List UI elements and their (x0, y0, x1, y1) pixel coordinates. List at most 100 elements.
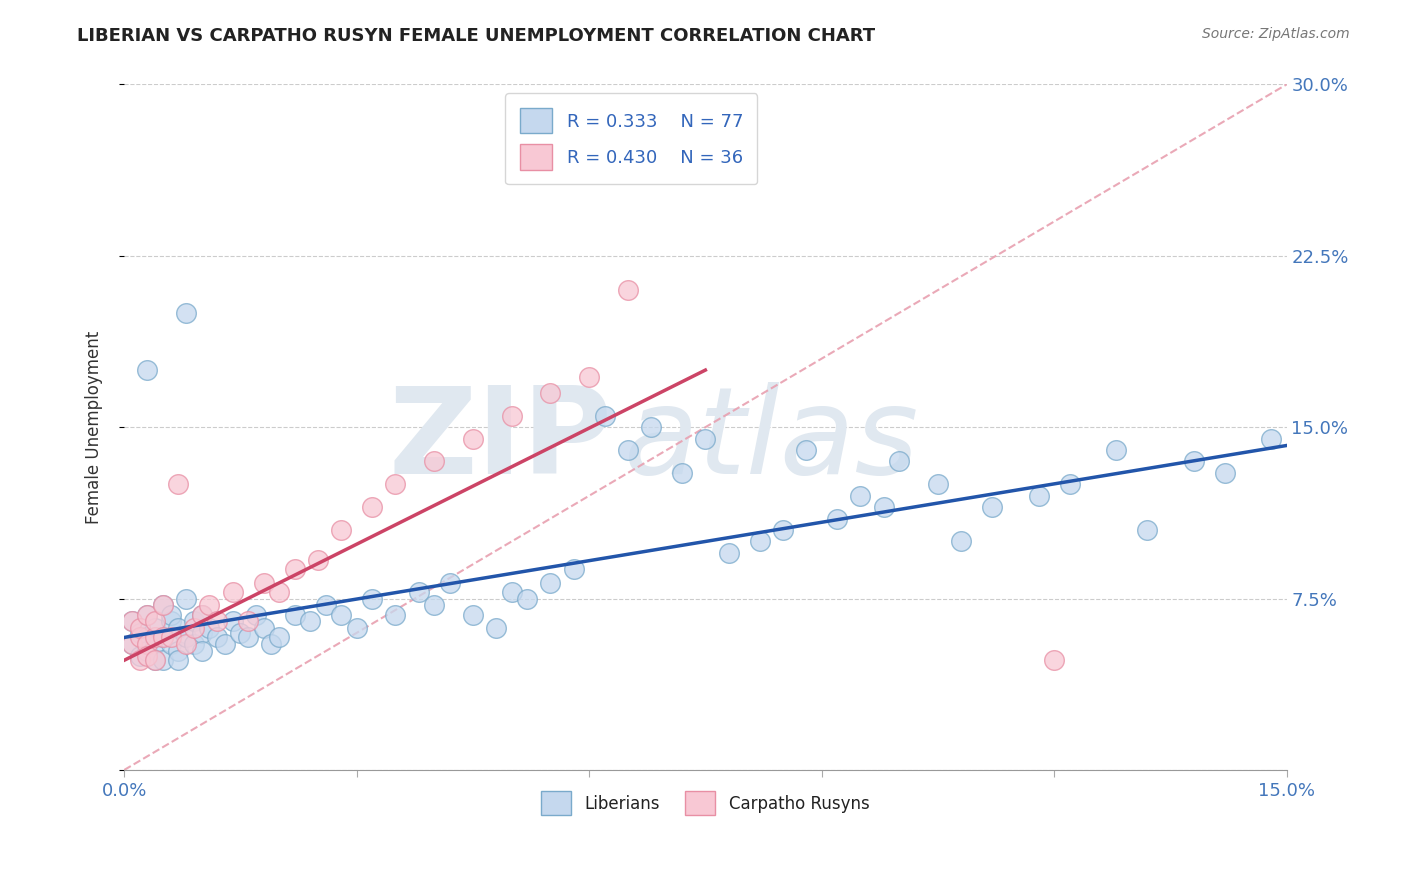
Point (198, 621, 221, 635)
Point (183, 615, 205, 629)
Point (501, 584, 523, 599)
Point (384, 477, 406, 491)
Point (1260, 432, 1282, 446)
Point (849, 489, 872, 503)
Point (299, 615, 322, 629)
Text: atlas: atlas (624, 383, 920, 500)
Legend: Liberians, Carpatho Rusyns: Liberians, Carpatho Rusyns (533, 783, 877, 823)
Point (214, 637, 236, 651)
Point (143, 615, 166, 629)
Point (190, 626, 212, 640)
Point (1105, 443, 1128, 458)
Point (423, 599, 446, 613)
Point (1059, 477, 1081, 491)
Point (159, 637, 181, 651)
Point (167, 653, 190, 667)
Point (236, 615, 259, 629)
Point (927, 477, 949, 491)
Point (143, 653, 166, 667)
Point (593, 409, 616, 423)
Point (423, 454, 446, 468)
Point (269, 584, 291, 599)
Point (315, 599, 337, 613)
Point (330, 607, 353, 622)
Point (121, 637, 143, 651)
Point (136, 648, 159, 663)
Point (617, 443, 640, 458)
Point (167, 477, 190, 491)
Point (485, 621, 508, 635)
Point (174, 306, 197, 320)
Point (190, 607, 212, 622)
Point (183, 621, 205, 635)
Point (152, 631, 174, 645)
Point (167, 644, 190, 658)
Point (578, 370, 600, 384)
Point (284, 562, 307, 576)
Point (671, 466, 693, 480)
Point (152, 653, 174, 667)
Text: Source: ZipAtlas.com: Source: ZipAtlas.com (1202, 27, 1350, 41)
Point (361, 500, 384, 515)
Point (1182, 454, 1205, 468)
Point (307, 553, 329, 567)
Point (159, 615, 181, 629)
Point (439, 575, 461, 590)
Point (221, 615, 243, 629)
Point (461, 432, 484, 446)
Point (872, 500, 894, 515)
Point (717, 546, 740, 560)
Point (981, 500, 1004, 515)
Point (269, 631, 291, 645)
Point (384, 607, 406, 622)
Point (825, 511, 848, 525)
Point (772, 523, 794, 537)
Point (143, 621, 166, 635)
Text: ZIP: ZIP (388, 383, 613, 500)
Point (174, 637, 197, 651)
Point (152, 631, 174, 645)
Text: LIBERIAN VS CARPATHO RUSYN FEMALE UNEMPLOYMENT CORRELATION CHART: LIBERIAN VS CARPATHO RUSYN FEMALE UNEMPL… (77, 27, 876, 45)
Point (516, 591, 538, 606)
Point (159, 607, 181, 622)
Point (617, 283, 640, 297)
Point (136, 631, 159, 645)
Point (128, 621, 150, 635)
Point (136, 607, 159, 622)
Point (128, 648, 150, 663)
Point (143, 637, 166, 651)
Point (183, 637, 205, 651)
Point (253, 575, 276, 590)
Y-axis label: Female Unemployment: Female Unemployment (86, 331, 103, 524)
Point (159, 631, 181, 645)
Point (136, 363, 159, 377)
Point (1043, 653, 1066, 667)
Point (136, 637, 159, 651)
Point (229, 626, 252, 640)
Point (128, 631, 150, 645)
Point (284, 607, 307, 622)
Point (221, 584, 243, 599)
Point (346, 621, 368, 635)
Point (260, 637, 283, 651)
Point (887, 454, 910, 468)
Point (190, 607, 212, 622)
Point (198, 599, 221, 613)
Point (538, 575, 561, 590)
Point (1213, 466, 1236, 480)
Point (501, 409, 523, 423)
Point (205, 631, 228, 645)
Point (121, 637, 143, 651)
Point (1136, 523, 1159, 537)
Point (121, 615, 143, 629)
Point (408, 584, 430, 599)
Point (143, 653, 166, 667)
Point (1028, 489, 1050, 503)
Point (562, 562, 585, 576)
Point (245, 607, 267, 622)
Point (167, 621, 190, 635)
Point (253, 621, 276, 635)
Point (190, 644, 212, 658)
Point (205, 615, 228, 629)
Point (640, 420, 662, 434)
